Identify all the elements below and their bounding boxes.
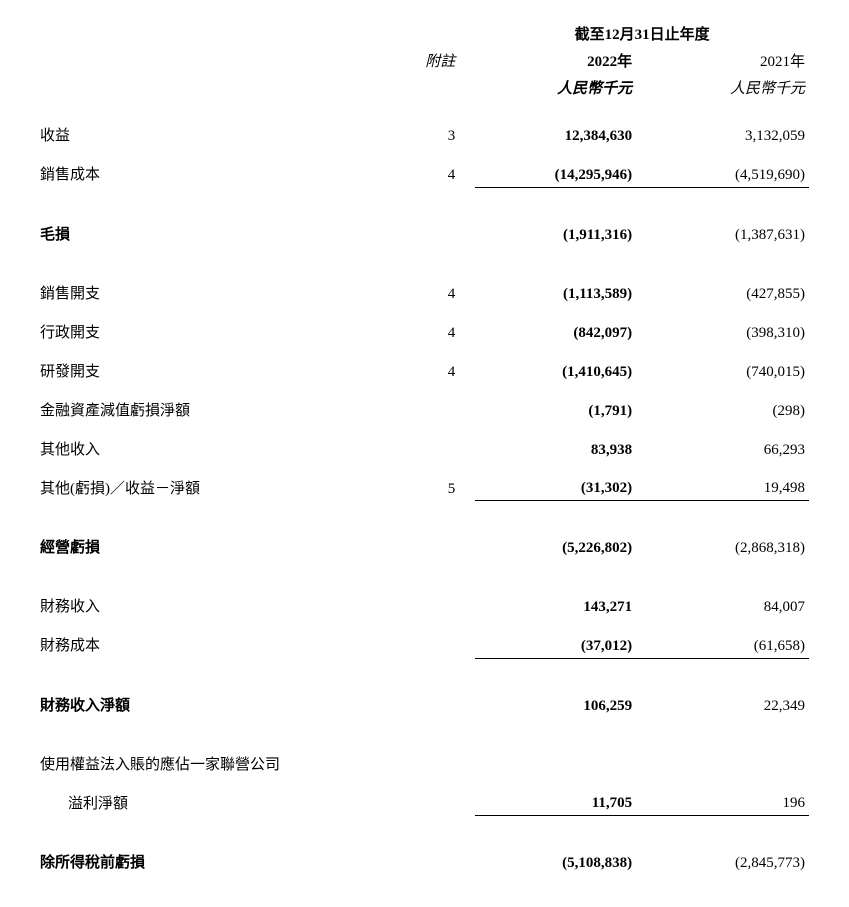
spacer-row bbox=[40, 828, 809, 848]
table-row: 行政開支4(842,097)(398,310) bbox=[40, 318, 809, 345]
row-prior-value: 22,349 bbox=[642, 691, 809, 718]
row-label: 使用權益法入賬的應佔一家聯營公司 bbox=[40, 750, 378, 777]
row-label: 其他收入 bbox=[40, 435, 378, 462]
table-row: 毛損 (1,911,316)(1,387,631) bbox=[40, 220, 809, 247]
row-prior-value: (2,845,773) bbox=[642, 848, 809, 875]
row-note bbox=[378, 592, 475, 619]
row-current-value: 83,938 bbox=[475, 435, 642, 462]
unit-current: 人民幣千元 bbox=[475, 74, 642, 101]
year-current: 2022年 bbox=[475, 47, 642, 74]
row-label: 財務收入 bbox=[40, 592, 378, 619]
row-note: 4 bbox=[378, 357, 475, 384]
table-row: 銷售成本4(14,295,946)(4,519,690) bbox=[40, 160, 809, 187]
row-note bbox=[378, 631, 475, 658]
table-row: 除所得稅前虧損 (5,108,838)(2,845,773) bbox=[40, 848, 809, 875]
period-title: 截至12月31日止年度 bbox=[475, 20, 809, 47]
row-current-value: (1,113,589) bbox=[475, 279, 642, 306]
row-current-value: (37,012) bbox=[475, 631, 642, 658]
unit-prior: 人民幣千元 bbox=[642, 74, 809, 101]
row-current-value: 11,705 bbox=[475, 789, 642, 816]
row-prior-value: (61,658) bbox=[642, 631, 809, 658]
row-current-value: 106,259 bbox=[475, 691, 642, 718]
year-prior: 2021年 bbox=[642, 47, 809, 74]
row-prior-value: 19,498 bbox=[642, 474, 809, 501]
row-current-value: (5,226,802) bbox=[475, 533, 642, 560]
row-note bbox=[378, 789, 475, 816]
row-label: 其他(虧損)／收益－淨額 bbox=[40, 474, 378, 501]
header-row-units: 人民幣千元 人民幣千元 bbox=[40, 74, 809, 101]
row-note: 5 bbox=[378, 474, 475, 501]
table-row: 收益312,384,6303,132,059 bbox=[40, 121, 809, 148]
row-label: 財務成本 bbox=[40, 631, 378, 658]
row-prior-value: 66,293 bbox=[642, 435, 809, 462]
row-note bbox=[378, 691, 475, 718]
row-prior-value: (398,310) bbox=[642, 318, 809, 345]
row-current-value: 143,271 bbox=[475, 592, 642, 619]
row-prior-value: 196 bbox=[642, 789, 809, 816]
table-row: 財務收入淨額 106,25922,349 bbox=[40, 691, 809, 718]
row-current-value: (842,097) bbox=[475, 318, 642, 345]
row-current-value: 12,384,630 bbox=[475, 121, 642, 148]
row-current-value: (1,911,316) bbox=[475, 220, 642, 247]
row-prior-value: 3,132,059 bbox=[642, 121, 809, 148]
header-row-period: 截至12月31日止年度 bbox=[40, 20, 809, 47]
row-label: 溢利淨額 bbox=[40, 789, 378, 816]
table-row: 銷售開支4(1,113,589)(427,855) bbox=[40, 279, 809, 306]
row-label: 毛損 bbox=[40, 220, 378, 247]
row-label: 收益 bbox=[40, 121, 378, 148]
row-current-value: (5,108,838) bbox=[475, 848, 642, 875]
row-label: 財務收入淨額 bbox=[40, 691, 378, 718]
spacer-row bbox=[40, 513, 809, 533]
spacer-row bbox=[40, 572, 809, 592]
note-header: 附註 bbox=[378, 47, 475, 74]
spacer-row bbox=[40, 259, 809, 279]
income-statement-table: 截至12月31日止年度 附註 2022年 2021年 人民幣千元 人民幣千元 收… bbox=[40, 20, 809, 887]
row-prior-value: 84,007 bbox=[642, 592, 809, 619]
row-prior-value: (4,519,690) bbox=[642, 160, 809, 187]
row-current-value: (31,302) bbox=[475, 474, 642, 501]
row-note: 3 bbox=[378, 121, 475, 148]
row-label: 經營虧損 bbox=[40, 533, 378, 560]
table-row: 經營虧損 (5,226,802)(2,868,318) bbox=[40, 533, 809, 560]
row-label: 除所得稅前虧損 bbox=[40, 848, 378, 875]
header-row-years: 附註 2022年 2021年 bbox=[40, 47, 809, 74]
row-note: 4 bbox=[378, 318, 475, 345]
table-row: 其他(虧損)／收益－淨額5(31,302)19,498 bbox=[40, 474, 809, 501]
row-label: 研發開支 bbox=[40, 357, 378, 384]
row-prior-value: (1,387,631) bbox=[642, 220, 809, 247]
row-note bbox=[378, 220, 475, 247]
row-current-value bbox=[475, 750, 642, 777]
row-note bbox=[378, 435, 475, 462]
spacer-row bbox=[40, 200, 809, 220]
row-prior-value: (427,855) bbox=[642, 279, 809, 306]
row-label: 銷售成本 bbox=[40, 160, 378, 187]
table-row: 金融資產減值虧損淨額 (1,791)(298) bbox=[40, 396, 809, 423]
table-row: 使用權益法入賬的應佔一家聯營公司 bbox=[40, 750, 809, 777]
table-row: 財務收入 143,27184,007 bbox=[40, 592, 809, 619]
row-current-value: (1,410,645) bbox=[475, 357, 642, 384]
row-note: 4 bbox=[378, 160, 475, 187]
table-row: 研發開支4(1,410,645)(740,015) bbox=[40, 357, 809, 384]
spacer-row bbox=[40, 671, 809, 691]
row-note bbox=[378, 396, 475, 423]
row-prior-value: (2,868,318) bbox=[642, 533, 809, 560]
row-current-value: (14,295,946) bbox=[475, 160, 642, 187]
row-prior-value: (740,015) bbox=[642, 357, 809, 384]
table-row: 其他收入 83,93866,293 bbox=[40, 435, 809, 462]
row-note bbox=[378, 848, 475, 875]
row-note bbox=[378, 750, 475, 777]
row-note bbox=[378, 533, 475, 560]
row-note: 4 bbox=[378, 279, 475, 306]
row-label: 銷售開支 bbox=[40, 279, 378, 306]
table-row: 溢利淨額 11,705196 bbox=[40, 789, 809, 816]
row-current-value: (1,791) bbox=[475, 396, 642, 423]
table-row: 財務成本 (37,012)(61,658) bbox=[40, 631, 809, 658]
row-prior-value: (298) bbox=[642, 396, 809, 423]
row-label: 金融資產減值虧損淨額 bbox=[40, 396, 378, 423]
spacer-row bbox=[40, 730, 809, 750]
row-label: 行政開支 bbox=[40, 318, 378, 345]
row-prior-value bbox=[642, 750, 809, 777]
